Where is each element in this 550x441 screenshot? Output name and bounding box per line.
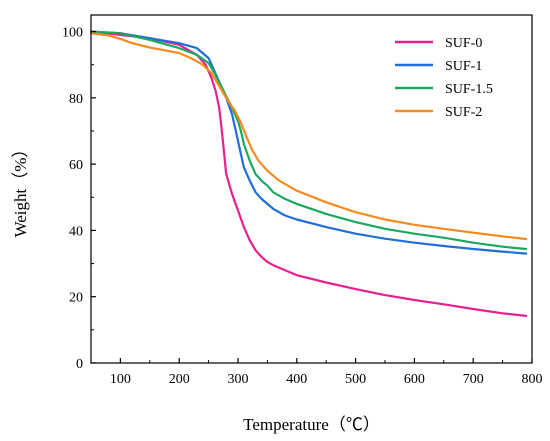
series-line-suf-1-5 [89, 30, 528, 251]
series-line-suf-0 [89, 30, 528, 317]
y-tick-label: 0 [76, 357, 83, 372]
x-tick-label: 300 [228, 372, 249, 387]
y-tick-label: 100 [62, 26, 83, 41]
legend-label: SUF-1.5 [445, 82, 493, 97]
x-tick-label: 400 [286, 372, 307, 387]
y-tick-label: 40 [69, 224, 83, 239]
legend-label: SUF-2 [445, 105, 482, 120]
series-line-suf-2 [89, 32, 528, 241]
legend: SUF-0 SUF-1 SUF-1.5 SUF-2 [395, 36, 493, 120]
series-line-suf-1 [89, 30, 528, 255]
x-tick-label: 600 [404, 372, 425, 387]
y-tick-label: 80 [69, 92, 83, 107]
x-tick-label: 500 [345, 372, 366, 387]
legend-label: SUF-1 [445, 59, 482, 74]
y-axis-title: Weight（%） [11, 141, 30, 238]
y-tick-label: 20 [69, 291, 83, 306]
x-tick-label: 700 [463, 372, 484, 387]
plot-lines [89, 30, 528, 317]
x-tick-label: 100 [110, 372, 131, 387]
y-tick-label: 60 [69, 158, 83, 173]
axis-ticks: 100 200 300 400 500 600 700 800 0 20 40 60 80 100 [62, 26, 543, 387]
x-tick-label: 200 [169, 372, 190, 387]
x-tick-label: 800 [522, 372, 543, 387]
x-axis-title: Temperature（℃） [243, 415, 380, 434]
legend-label: SUF-0 [445, 36, 482, 51]
plot-frame [90, 14, 533, 364]
